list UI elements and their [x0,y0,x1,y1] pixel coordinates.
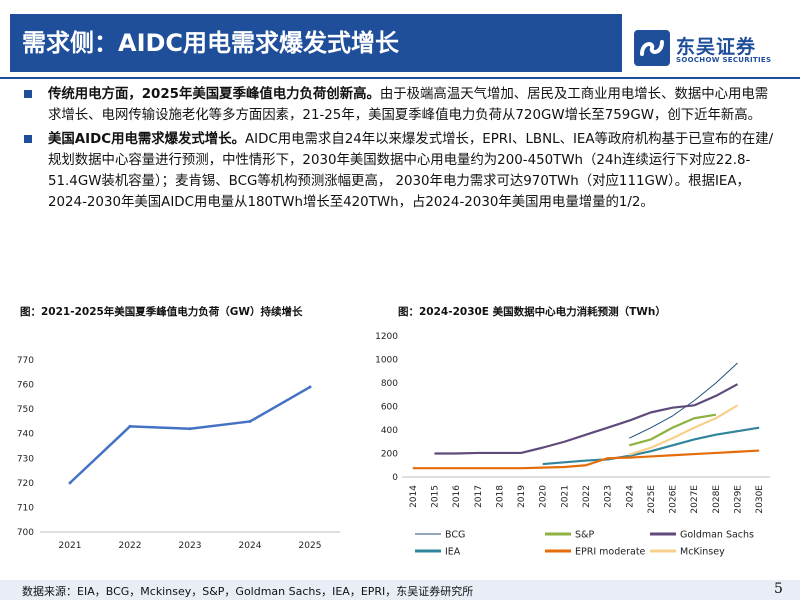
bullet-text: AIDC用电需求自24年以来爆发式增长，EPRI、LBNL、IEA等政府机构基于… [48,132,774,210]
y-tick-label: 760 [17,381,34,391]
y-tick-label: 1000 [375,356,398,366]
y-tick-label: 730 [17,454,34,464]
footer-bar [0,580,800,600]
x-tick-label: 2023 [604,485,614,508]
x-tick-label: 2025E [647,485,657,514]
x-tick-label: 2024 [625,485,635,508]
y-tick-label: 750 [17,405,34,415]
header-divider [0,77,800,79]
bullet-item: 美国AIDC用电需求爆发式增长。AIDC用电需求自24年以来爆发式增长，EPRI… [16,129,776,213]
series-line-epri-moderate [412,449,760,470]
peak-load-series-line [69,385,311,484]
legend-label: Goldman Sachs [680,530,754,541]
series-line-bcg [629,362,738,439]
y-tick-label: 740 [17,430,34,440]
page-title: 需求侧：AIDC用电需求爆发式增长 [22,29,400,57]
x-tick-label: 2028E [712,485,722,514]
x-tick-label: 2025 [299,541,322,551]
soochow-logo-icon [634,30,670,66]
chart2-title: 图：2024-2030E 美国数据中心电力消耗预测（TWh） [398,306,666,318]
x-tick-label: 2027E [690,485,700,514]
series-line-mckinsey [628,404,739,456]
x-tick-label: 2019 [517,485,527,508]
x-tick-label: 2015 [430,485,440,508]
x-tick-label: 2024 [239,541,262,551]
y-tick-label: 0 [392,473,398,483]
x-tick-label: 2023 [179,541,202,551]
y-tick-label: 200 [381,450,398,460]
peak-load-chart: 700 710 720 730 740 750 760 770 2021 2022 2023 2024… [17,356,340,551]
title-bar: 需求侧：AIDC用电需求爆发式增长 [10,14,622,72]
bullet-text: 由于极端高温天气增加、居民及工商业用电增长、数据中心用电需求增长、电网传输设施老… [48,87,769,123]
footer: 数据来源：EIA，BCG，Mckinsey，S&P，Goldman Sachs，… [0,580,800,600]
y-tick-label: 710 [17,503,34,513]
series-line-s-p [629,413,717,447]
x-tick-label: 2022 [119,541,142,551]
x-tick-label: 2014 [409,485,419,508]
bullet-item: 传统用电方面，2025年美国夏季峰值电力负荷创新高。由于极端高温天气增加、居民及… [16,84,776,126]
x-tick-label: 2029E [734,485,744,514]
bullet-list: 传统用电方面，2025年美国夏季峰值电力负荷创新高。由于极端高温天气增加、居民及… [16,84,776,216]
y-tick-label: 1200 [375,332,398,342]
y-tick-label: 400 [381,426,398,436]
legend-label: IEA [445,547,461,558]
y-tick-label: 770 [17,356,34,366]
y-tick-label: 720 [17,479,34,489]
x-tick-label: 2016 [452,485,462,508]
x-tick-label: 2021 [59,541,82,551]
bullet-heading: 美国AIDC用电需求爆发式增长。 [48,132,245,147]
bullet-square-icon [24,135,32,143]
x-tick-label: 2020 [539,485,549,508]
legend-label: McKinsey [680,547,725,558]
legend-label: EPRI moderate [575,547,646,558]
series-line-goldman-sachs [434,383,739,455]
series-line-iea [542,426,760,466]
peak-load-point [128,424,132,428]
data-source: 数据来源：EIA，BCG，Mckinsey，S&P，Goldman Sachs，… [22,585,474,598]
logo: 东吴证券 SOOCHOW SECURITIES [634,30,784,70]
bullet-heading: 传统用电方面，2025年美国夏季峰值电力负荷创新高。 [48,87,380,102]
peak-load-point [308,385,312,389]
x-tick-label: 2022 [582,485,592,508]
x-tick-label: 2021 [560,485,570,508]
chart1-title: 图：2021-2025年美国夏季峰值电力负荷（GW）持续增长 [20,306,303,318]
y-tick-label: 800 [381,379,398,389]
datacenter-power-chart: 0 200 400 600 800 1000 1200 2014 2015 2016 2017 201… [375,332,770,558]
x-tick-label: 2018 [495,485,505,508]
y-tick-label: 600 [381,403,398,413]
x-tick-label: 2030E [755,485,765,514]
x-tick-label: 2026E [669,485,679,514]
legend-label: S&P [575,530,594,541]
peak-load-point [248,419,252,423]
peak-load-point [68,481,72,485]
logo-text: 东吴证券 [676,36,757,58]
page-number: 5 [774,581,783,597]
bullet-square-icon [24,90,32,98]
peak-load-point [188,427,192,431]
y-tick-label: 700 [17,528,34,538]
legend-label: BCG [445,530,465,541]
logo-subtext: SOOCHOW SECURITIES [676,56,772,64]
header: 需求侧：AIDC用电需求爆发式增长 东吴证券 SOOCHOW SECURITIE… [0,0,800,80]
x-tick-label: 2017 [474,485,484,508]
